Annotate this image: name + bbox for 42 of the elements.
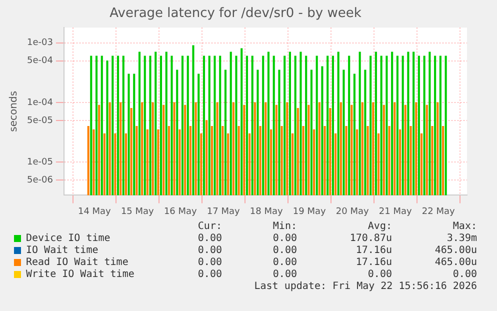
text: Last update: Fri May 22 15:56:16 2026 (254, 281, 477, 292)
text: 0.00 (272, 233, 297, 244)
chart-title: Average latency for /dev/sr0 - by week (110, 6, 362, 22)
y-tick-label: 5e-05 (26, 116, 53, 126)
text: 0.00 (272, 269, 297, 280)
legend-label: Device IO time (26, 233, 110, 244)
text: Min: (272, 221, 297, 232)
y-tick-label: 1e-04 (26, 98, 54, 108)
x-tick-label: 19 May (292, 206, 326, 217)
text: 170.87u (350, 233, 392, 244)
x-tick-label: 14 May (78, 206, 112, 217)
text: 0.00 (198, 245, 222, 256)
text: 0.00 (198, 257, 222, 268)
text: 465.00u (434, 245, 477, 256)
text: 0.00 (198, 269, 222, 280)
y-axis-title: seconds (8, 90, 20, 132)
text: Cur: (198, 221, 222, 232)
x-tick-label: 15 May (120, 206, 155, 217)
x-tick-label: 18 May (250, 206, 284, 217)
x-tick-label: 22 May (422, 206, 456, 217)
text: 0.00 (368, 269, 392, 280)
legend-label: Read IO Wait time (26, 257, 128, 268)
text: 0.00 (272, 245, 297, 256)
text: 0.00 (198, 233, 222, 244)
y-tick-label: 5e-06 (26, 176, 54, 186)
text: 17.16u (356, 257, 392, 268)
y-tick-label: 1e-03 (26, 38, 53, 48)
text: 0.00 (272, 257, 297, 268)
x-tick-label: 21 May (378, 206, 412, 217)
text: 3.39m (446, 233, 477, 244)
x-tick-label: 17 May (206, 206, 241, 217)
text: 0.00 (452, 269, 477, 280)
x-tick-label: 16 May (164, 206, 198, 217)
y-tick-label: 1e-05 (26, 158, 53, 168)
y-tick-label: 5e-04 (26, 56, 54, 66)
legend-label: IO Wait time (26, 245, 98, 256)
text: Max: (452, 221, 477, 232)
text: 17.16u (356, 245, 392, 256)
legend-label: Write IO Wait time (26, 269, 134, 280)
text: Avg: (368, 221, 392, 232)
text: 465.00u (434, 257, 477, 268)
x-tick-label: 20 May (336, 206, 370, 217)
